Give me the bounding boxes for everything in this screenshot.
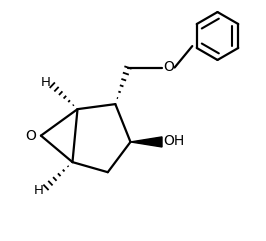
Polygon shape <box>131 137 162 147</box>
Text: O: O <box>163 60 174 74</box>
Text: OH: OH <box>164 134 185 148</box>
Text: O: O <box>25 129 36 143</box>
Text: H: H <box>40 76 50 89</box>
Text: H: H <box>34 184 44 197</box>
